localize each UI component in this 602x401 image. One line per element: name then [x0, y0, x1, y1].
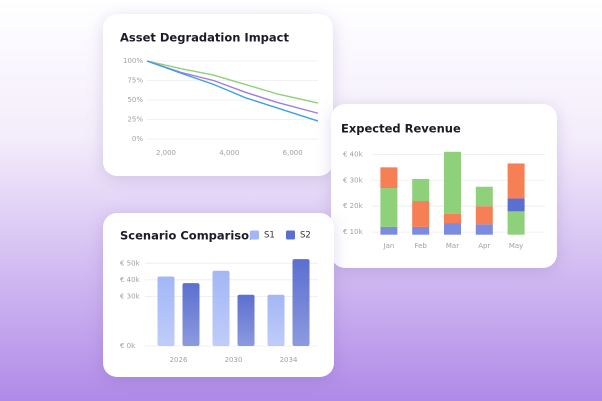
bar	[237, 294, 255, 346]
y-tick-label: € 50k	[120, 259, 141, 267]
legend-swatch	[286, 230, 295, 240]
chart-title: Scenario Comparison	[120, 229, 257, 243]
x-tick-label: 2034	[280, 356, 298, 364]
bar	[182, 283, 200, 346]
legend-label: S1	[264, 231, 275, 241]
bar-segment	[380, 188, 398, 227]
bar-segment	[412, 201, 430, 227]
y-tick-label: 75%	[127, 77, 143, 85]
bar-segment	[475, 224, 493, 235]
bar-segment	[412, 226, 430, 235]
x-tick-label: 4,000	[219, 149, 239, 157]
line-series	[146, 60, 319, 122]
bar-segment	[507, 211, 525, 235]
x-tick-label: Mar	[446, 242, 459, 250]
bar	[267, 294, 285, 346]
bar	[292, 259, 310, 346]
chart-title: Expected Revenue	[341, 122, 461, 136]
x-tick-label: 2026	[170, 356, 188, 364]
chart-card: Expected Revenue € 10k € 20k € 30k € 40k Jan F…	[331, 104, 557, 268]
x-tick-label: 2030	[225, 356, 243, 364]
bar-segment	[380, 226, 398, 235]
legend-swatch	[250, 230, 259, 240]
bar	[157, 276, 175, 346]
legend-label: S2	[300, 231, 311, 241]
x-tick-label: Apr	[478, 242, 490, 250]
y-tick-label: 0%	[132, 135, 143, 143]
bar-segment	[475, 206, 493, 225]
y-tick-label: 100%	[123, 57, 143, 65]
bar	[212, 270, 230, 346]
x-tick-label: Feb	[414, 242, 427, 250]
y-tick-label: € 20k	[343, 202, 364, 210]
card	[103, 14, 333, 176]
x-tick-label: Jan	[383, 242, 395, 250]
bar-segment	[444, 223, 461, 235]
bar-segment	[507, 198, 525, 212]
x-tick-label: 2,000	[156, 149, 176, 157]
bar-segment	[507, 163, 525, 199]
bar-segment	[444, 213, 461, 224]
x-tick-label: 6,000	[283, 149, 303, 157]
bar-segment	[475, 186, 493, 207]
x-tick-label: May	[509, 242, 523, 250]
bar-segment	[412, 178, 430, 202]
bar-segment	[444, 151, 461, 214]
chart-card: Scenario Comparison € 0k € 30k € 40k € 50k 20…	[103, 213, 334, 377]
y-tick-label: € 30k	[343, 176, 364, 184]
y-tick-label: € 40k	[120, 276, 141, 284]
y-tick-label: € 40k	[343, 150, 364, 158]
y-tick-label: 25%	[127, 116, 143, 124]
y-tick-label: € 10k	[343, 228, 364, 236]
bar-segment	[380, 167, 398, 189]
y-tick-label: 50%	[127, 96, 143, 104]
chart-card: Asset Degradation Impact 0% 25% 50% 75% 100% 2…	[103, 14, 333, 176]
y-tick-label: € 30k	[120, 292, 141, 300]
line-series	[146, 60, 319, 104]
chart-title: Asset Degradation Impact	[120, 31, 289, 45]
y-tick-label: € 0k	[120, 342, 136, 350]
